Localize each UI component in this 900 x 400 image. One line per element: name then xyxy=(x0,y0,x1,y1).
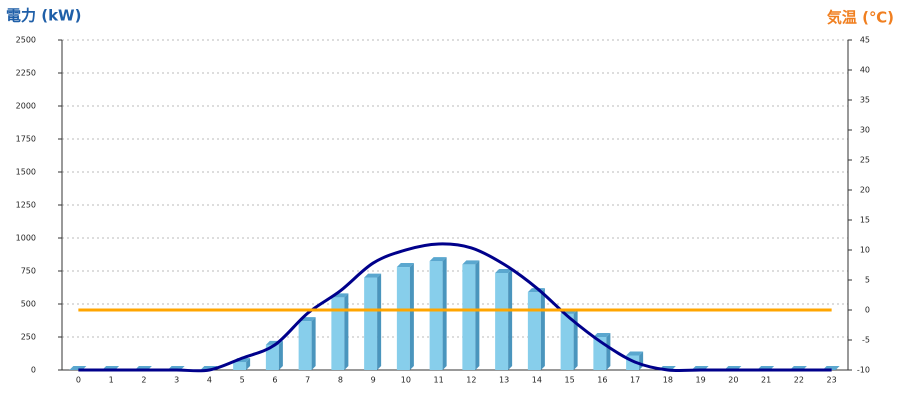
y-tick-label: 2500 xyxy=(16,36,36,45)
bar-side xyxy=(344,293,349,370)
x-tick-label: 20 xyxy=(728,376,738,385)
bar xyxy=(331,297,345,370)
bar-side xyxy=(508,268,513,370)
bar-side xyxy=(606,333,611,370)
x-tick-label: 3 xyxy=(174,376,179,385)
y2-tick-label: 25 xyxy=(860,156,870,165)
x-tick-label: 14 xyxy=(532,376,542,385)
y-tick-label: 500 xyxy=(21,300,36,309)
x-tick-label: 10 xyxy=(401,376,411,385)
bar-top xyxy=(593,333,611,337)
bar-top xyxy=(429,257,447,262)
x-tick-label: 15 xyxy=(565,376,575,385)
y2-tick-label: -10 xyxy=(857,366,870,375)
bar-side xyxy=(311,317,316,370)
x-tick-label: 5 xyxy=(240,376,245,385)
y2-tick-label: 40 xyxy=(860,66,870,75)
x-tick-label: 1 xyxy=(109,376,114,385)
bar-side xyxy=(377,273,382,370)
x-tick-label: 9 xyxy=(371,376,376,385)
y-axis-title: 電力 (kW) xyxy=(6,7,81,25)
y-tick-label: 250 xyxy=(21,333,36,342)
bar-side xyxy=(573,309,578,370)
y2-tick-label: 20 xyxy=(860,186,870,195)
bar-side xyxy=(442,257,447,370)
bar xyxy=(298,321,312,370)
bar-top xyxy=(396,263,414,268)
y-tick-label: 2250 xyxy=(16,69,36,78)
x-tick-label: 2 xyxy=(141,376,146,385)
y-tick-label: 750 xyxy=(21,267,36,276)
bar-side xyxy=(540,288,545,370)
y-tick-label: 1500 xyxy=(16,168,36,177)
x-tick-label: 19 xyxy=(696,376,706,385)
y2-tick-label: 5 xyxy=(865,276,870,285)
y-tick-label: 0 xyxy=(31,366,36,375)
x-tick-label: 23 xyxy=(827,376,837,385)
y2-tick-label: 10 xyxy=(860,246,870,255)
line xyxy=(78,242,832,373)
bar-top xyxy=(364,273,382,278)
x-tick-label: 0 xyxy=(76,376,81,385)
bar-side xyxy=(475,260,480,370)
bar-side xyxy=(409,263,414,370)
bar xyxy=(429,261,443,370)
bar xyxy=(364,277,378,370)
y-tick-label: 1750 xyxy=(16,135,36,144)
y-tick-label: 2000 xyxy=(16,102,36,111)
y2-tick-label: 45 xyxy=(860,36,870,45)
bar-top xyxy=(462,260,480,265)
x-tick-label: 13 xyxy=(499,376,509,385)
bar-side xyxy=(246,358,251,370)
bar xyxy=(560,313,574,370)
x-tick-label: 18 xyxy=(663,376,673,385)
bar-top xyxy=(495,268,513,273)
y-tick-label: 1250 xyxy=(16,201,36,210)
bar xyxy=(396,267,410,370)
x-tick-label: 11 xyxy=(434,376,444,385)
bar xyxy=(495,272,509,370)
bar xyxy=(527,292,541,370)
bar-side xyxy=(278,340,283,370)
x-tick-label: 16 xyxy=(597,376,607,385)
x-tick-label: 12 xyxy=(466,376,476,385)
y2-tick-label: 15 xyxy=(860,216,870,225)
y-tick-label: 1000 xyxy=(16,234,36,243)
y2-axis-title: 気温 (℃) xyxy=(827,9,894,27)
bar xyxy=(462,264,476,370)
x-tick-label: 8 xyxy=(338,376,343,385)
x-tick-label: 22 xyxy=(794,376,804,385)
y2-tick-label: -5 xyxy=(862,336,870,345)
x-tick-label: 7 xyxy=(305,376,310,385)
x-tick-label: 21 xyxy=(761,376,771,385)
bar-top xyxy=(626,351,644,356)
y2-tick-label: 0 xyxy=(865,306,870,315)
y2-tick-label: 30 xyxy=(860,126,870,135)
y2-tick-label: 35 xyxy=(860,96,870,105)
bar xyxy=(265,344,279,370)
x-tick-label: 17 xyxy=(630,376,640,385)
bar xyxy=(233,362,247,370)
x-tick-label: 4 xyxy=(207,376,212,385)
x-tick-label: 6 xyxy=(272,376,277,385)
